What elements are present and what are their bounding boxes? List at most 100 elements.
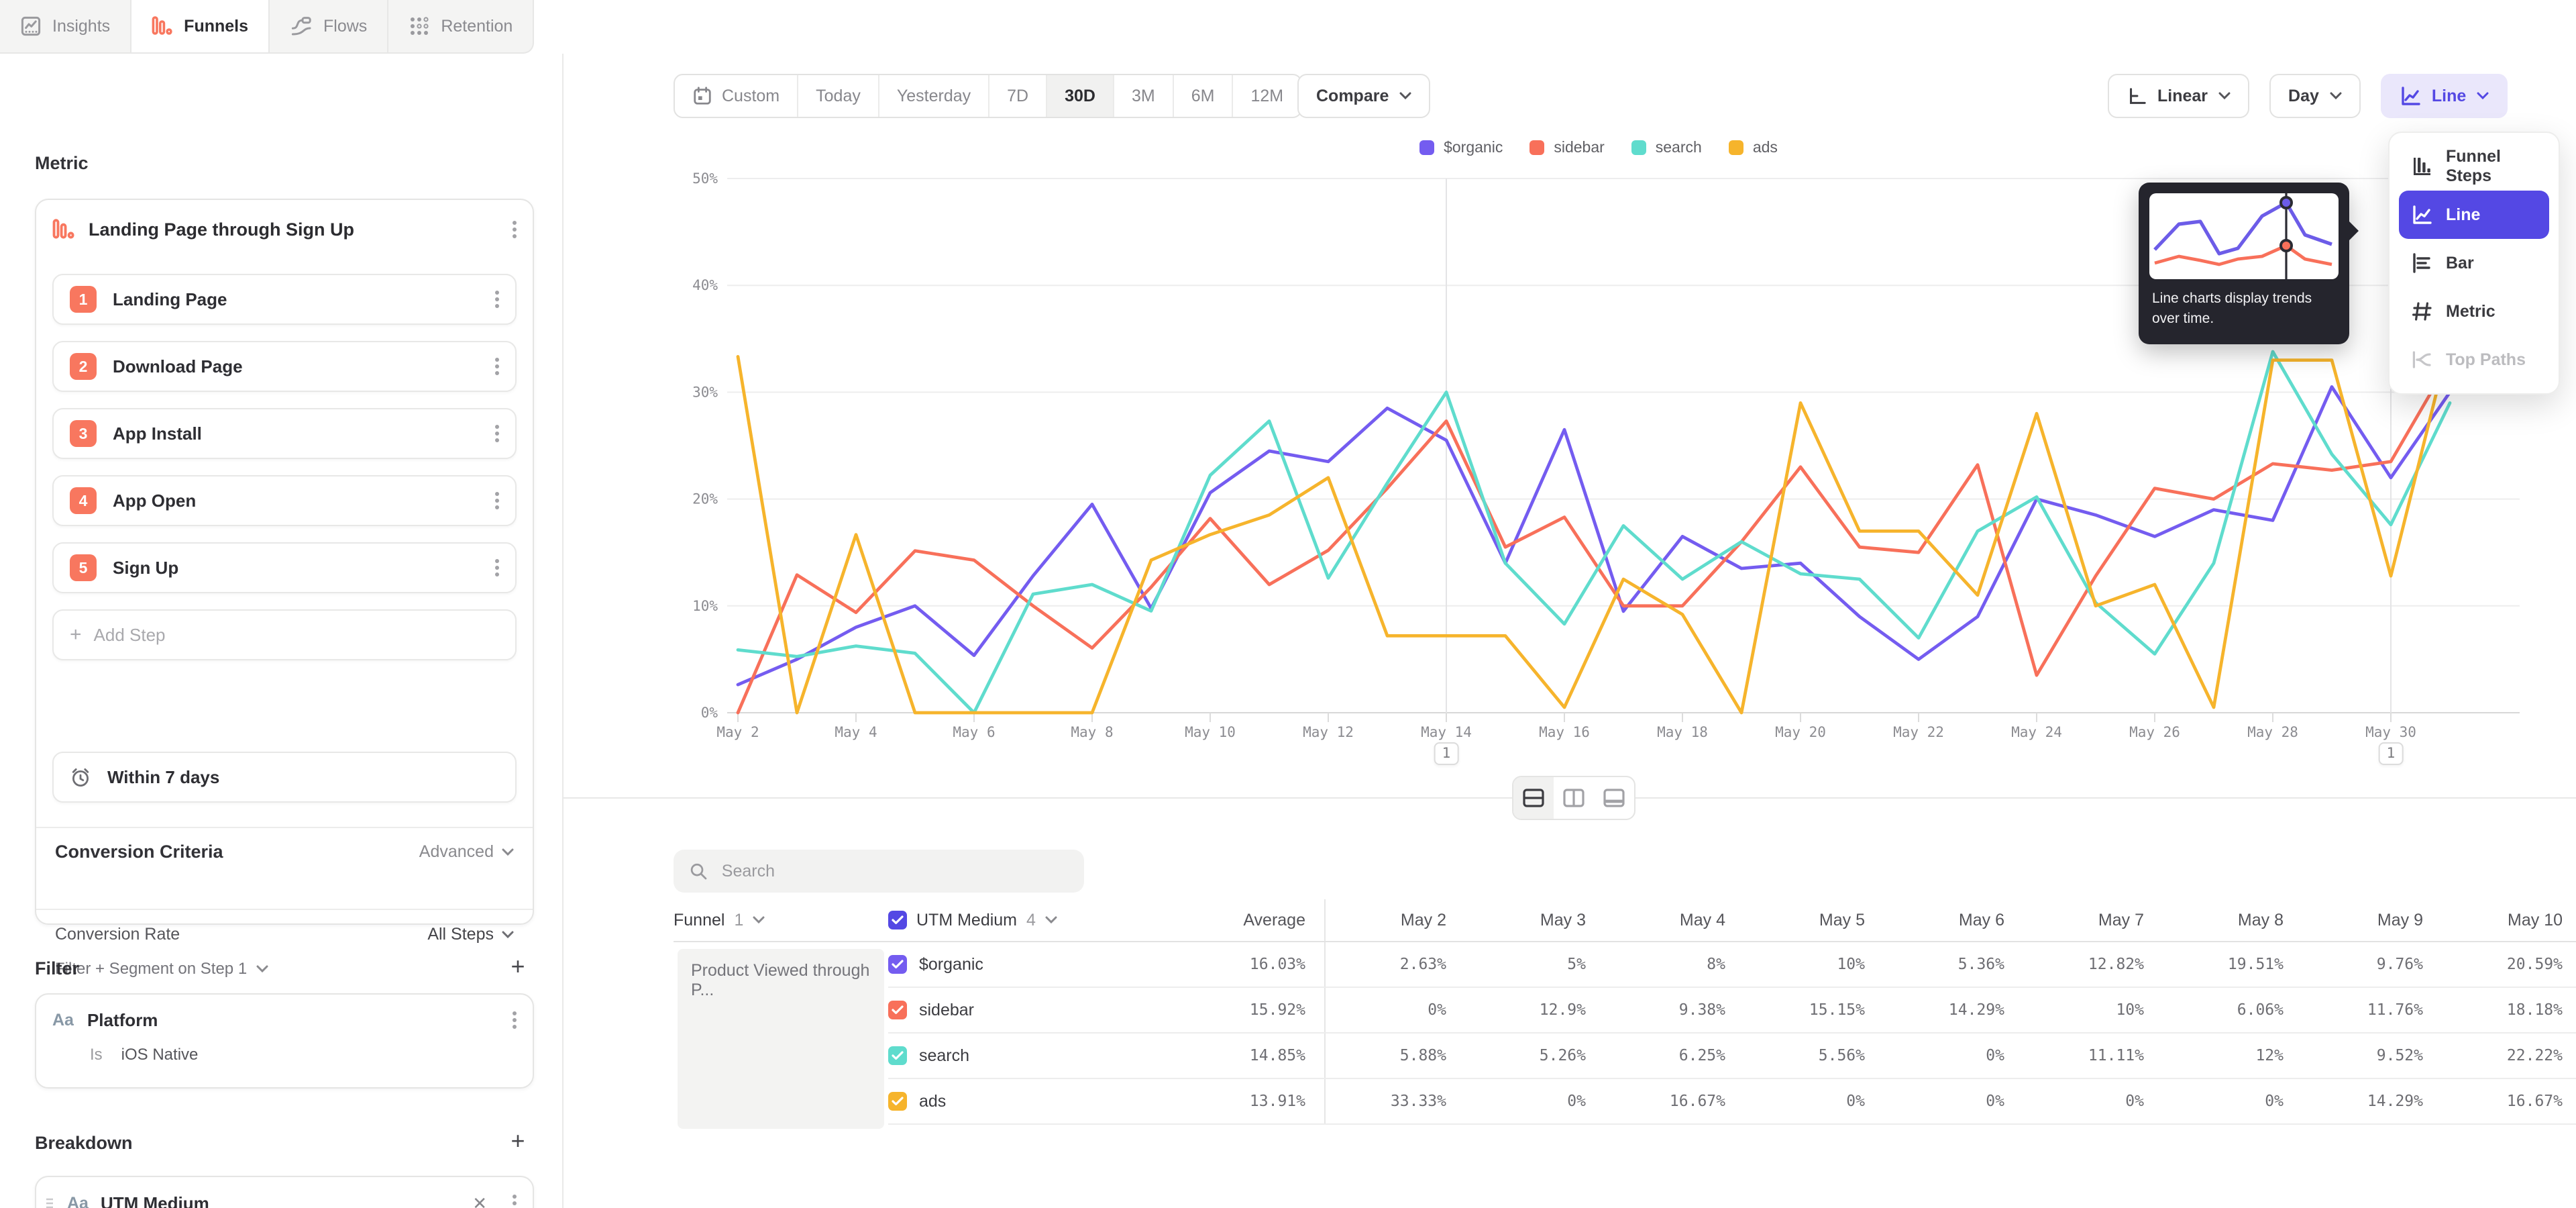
layout-split-vertical-icon[interactable] <box>1554 777 1594 819</box>
breakdown-card[interactable]: Aa UTM Medium ✕ <box>35 1176 534 1208</box>
svg-text:May 30: May 30 <box>2365 724 2416 740</box>
legend-item-ads[interactable]: ads <box>1728 138 1778 156</box>
date-preset-12m[interactable]: 12M <box>1250 86 1284 105</box>
menu-item-line[interactable]: Line <box>2399 191 2549 239</box>
date-column-header-may-7[interactable]: May 7 <box>2098 910 2144 929</box>
annotation-badge[interactable]: 1 <box>1434 742 1459 765</box>
breakdown-menu-icon[interactable] <box>513 1201 517 1205</box>
filter-operator[interactable]: Is <box>90 1046 103 1064</box>
date-preset-yesterday[interactable]: Yesterday <box>879 75 990 117</box>
date-column-header-may-2[interactable]: May 2 <box>1400 910 1446 929</box>
date-column-header-may-4[interactable]: May 4 <box>1679 910 1725 929</box>
all-steps-dropdown[interactable]: All Steps <box>427 925 514 944</box>
legend-item-search[interactable]: search <box>1631 138 1702 156</box>
filter-menu-icon[interactable] <box>513 1018 517 1022</box>
funnel-step-app-install[interactable]: 3 App Install <box>52 408 517 459</box>
conversion-rate-label: Conversion Rate <box>55 925 180 944</box>
funnel-step-sign-up[interactable]: 5 Sign Up <box>52 542 517 593</box>
series-checkbox[interactable] <box>888 1092 907 1111</box>
card-divider-2 <box>36 909 533 910</box>
average-column-header[interactable]: Average <box>1243 910 1305 929</box>
date-column-header-may-3[interactable]: May 3 <box>1540 910 1586 929</box>
date-preset-7d[interactable]: 7D <box>989 75 1048 117</box>
filter-segment-toggle[interactable]: Filter + Segment on Step 1 <box>55 960 268 978</box>
tab-retention[interactable]: Retention <box>388 0 533 52</box>
day-value: 16.67% <box>2506 1093 2563 1110</box>
select-all-checkbox[interactable] <box>888 911 907 929</box>
advanced-toggle[interactable]: Advanced <box>419 842 514 862</box>
chart-type-menu: Funnel Steps Line Bar Metric Top Paths <box>2388 132 2560 395</box>
funnel-step-landing-page[interactable]: 1 Landing Page <box>52 274 517 325</box>
step-menu-icon[interactable] <box>495 364 499 368</box>
step-menu-icon[interactable] <box>495 499 499 503</box>
compare-button[interactable]: Compare <box>1297 74 1431 118</box>
annotation-badge[interactable]: 1 <box>2378 742 2404 765</box>
granularity-dropdown[interactable]: Day <box>2269 74 2361 118</box>
breakdown-column-header[interactable]: UTM Medium 4 <box>888 911 1116 930</box>
layout-split-horizontal-icon[interactable] <box>1513 777 1554 819</box>
date-column-header-may-8[interactable]: May 8 <box>2237 910 2284 929</box>
step-menu-icon[interactable] <box>495 432 499 436</box>
average-value: 13.91% <box>1249 1093 1305 1110</box>
filter-value[interactable]: iOS Native <box>121 1046 199 1064</box>
card-divider <box>36 827 533 828</box>
add-filter-button[interactable]: + <box>511 952 525 980</box>
menu-item-funnel-steps[interactable]: Funnel Steps <box>2399 142 2549 191</box>
add-step-button[interactable]: + Add Step <box>52 609 517 660</box>
conversion-window[interactable]: Within 7 days <box>52 752 517 803</box>
day-value: 16.67% <box>1669 1093 1725 1110</box>
remove-breakdown-icon[interactable]: ✕ <box>472 1193 487 1208</box>
layout-bottom-panel-icon[interactable] <box>1594 777 1634 819</box>
date-preset-6m[interactable]: 6M <box>1174 75 1234 117</box>
date-column-header-may-10[interactable]: May 10 <box>2508 910 2563 929</box>
legend-item-sidebar[interactable]: sidebar <box>1529 138 1605 156</box>
day-value: 8% <box>1707 956 1725 973</box>
clock-icon <box>70 766 91 788</box>
metric-icon <box>2411 301 2432 322</box>
table-rows: $organic 16.03% 2.63% 5% 8% 10% 5.36% 12.82% 19.… <box>674 942 2576 1125</box>
drag-handle-icon[interactable] <box>44 1197 55 1208</box>
table-row-sidebar: sidebar 15.92% 0% 12.9% 9.38% 15.15% 14.29% 10%… <box>888 988 2576 1034</box>
date-preset-3m[interactable]: 3M <box>1114 75 1174 117</box>
tab-flows[interactable]: Flows <box>270 0 389 52</box>
series-cell[interactable]: ads <box>888 1092 1116 1111</box>
date-preset-custom[interactable]: Custom <box>675 75 799 117</box>
tab-funnels[interactable]: Funnels <box>131 0 270 52</box>
day-value: 9.38% <box>1678 1001 1725 1019</box>
tab-insights[interactable]: Insights <box>0 0 132 52</box>
legend-item-organic[interactable]: $organic <box>1419 138 1503 156</box>
scale-dropdown[interactable]: Linear <box>2108 74 2250 118</box>
legend-swatch <box>1728 140 1743 155</box>
svg-text:May 18: May 18 <box>1657 724 1708 740</box>
series-cell[interactable]: $organic <box>888 955 1116 974</box>
series-checkbox[interactable] <box>888 1046 907 1065</box>
series-checkbox[interactable] <box>888 1001 907 1019</box>
date-preset-30d[interactable]: 30D <box>1047 75 1114 117</box>
funnel-step-app-open[interactable]: 4 App Open <box>52 475 517 526</box>
date-column-header-may-9[interactable]: May 9 <box>2377 910 2423 929</box>
step-menu-icon[interactable] <box>495 566 499 570</box>
series-cell[interactable]: search <box>888 1046 1116 1066</box>
funnel-step-download-page[interactable]: 2 Download Page <box>52 341 517 392</box>
date-column-header-may-5[interactable]: May 5 <box>1819 910 1865 929</box>
series-checkbox[interactable] <box>888 955 907 974</box>
add-breakdown-button[interactable]: + <box>511 1127 525 1154</box>
funnel-metric-menu-icon[interactable] <box>513 228 517 232</box>
series-cell[interactable]: sidebar <box>888 1001 1116 1020</box>
step-number-badge: 2 <box>70 353 97 380</box>
filter-card[interactable]: Aa Platform Is iOS Native <box>35 993 534 1089</box>
calendar-icon <box>692 86 712 106</box>
step-label: App Open <box>113 490 197 511</box>
date-preset-today[interactable]: Today <box>798 75 879 117</box>
menu-item-bar[interactable]: Bar <box>2399 239 2549 287</box>
funnel-cell[interactable]: Product Viewed through P... <box>678 949 884 1129</box>
date-column-header-may-6[interactable]: May 6 <box>1958 910 2004 929</box>
breakdown-table: Funnel 1 UTM Medium 4 Average May 2 May 3… <box>674 899 2576 1129</box>
funnel-metric-card: Landing Page through Sign Up 1 Landing Pa… <box>35 199 534 978</box>
menu-item-metric[interactable]: Metric <box>2399 287 2549 336</box>
funnel-column-header[interactable]: Funnel 1 <box>674 911 888 930</box>
funnel-metric-header[interactable]: Landing Page through Sign Up <box>36 200 533 259</box>
step-menu-icon[interactable] <box>495 297 499 301</box>
search-input[interactable] <box>718 860 1068 883</box>
chart-type-dropdown[interactable]: Line <box>2380 74 2508 118</box>
